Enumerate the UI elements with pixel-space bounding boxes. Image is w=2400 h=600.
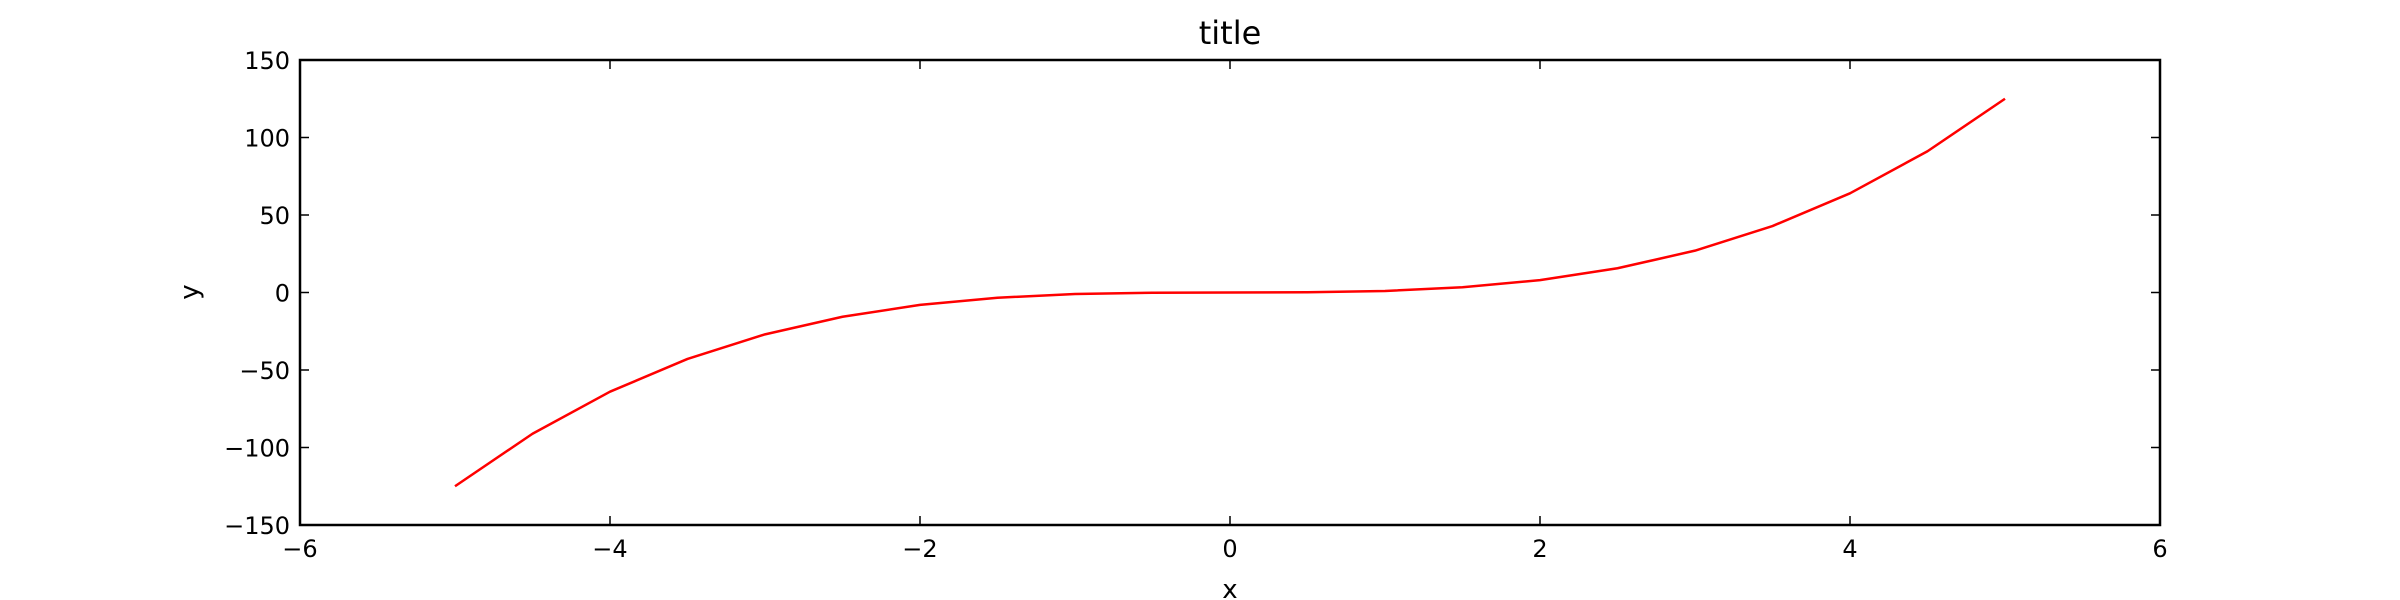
y-tick-label: −150	[224, 512, 290, 540]
x-tick-label: 4	[1842, 535, 1857, 563]
y-tick-label: 100	[244, 125, 290, 153]
y-tick-label: 150	[244, 47, 290, 75]
x-axis: −6 −4 −2 0 2 4 6	[282, 60, 2168, 563]
series-line-0	[454, 97, 2006, 488]
y-tick-label: −50	[239, 357, 290, 385]
x-tick-label: 6	[2152, 535, 2167, 563]
y-axis: −150 −100 −50 0 50 100 150	[224, 47, 2160, 540]
y-axis-label: y	[175, 284, 205, 299]
x-axis-label: x	[1222, 575, 1237, 600]
x-tick-label: 0	[1222, 535, 1237, 563]
y-tick-label: 0	[275, 280, 290, 308]
y-tick-label: 50	[259, 202, 290, 230]
x-tick-label: −4	[592, 535, 627, 563]
x-tick-label: 2	[1532, 535, 1547, 563]
x-tick-label: −6	[282, 535, 317, 563]
series-layer	[454, 97, 2006, 488]
y-tick-label: −100	[224, 435, 290, 463]
x-tick-label: −2	[902, 535, 937, 563]
chart-title: title	[1199, 14, 1262, 52]
